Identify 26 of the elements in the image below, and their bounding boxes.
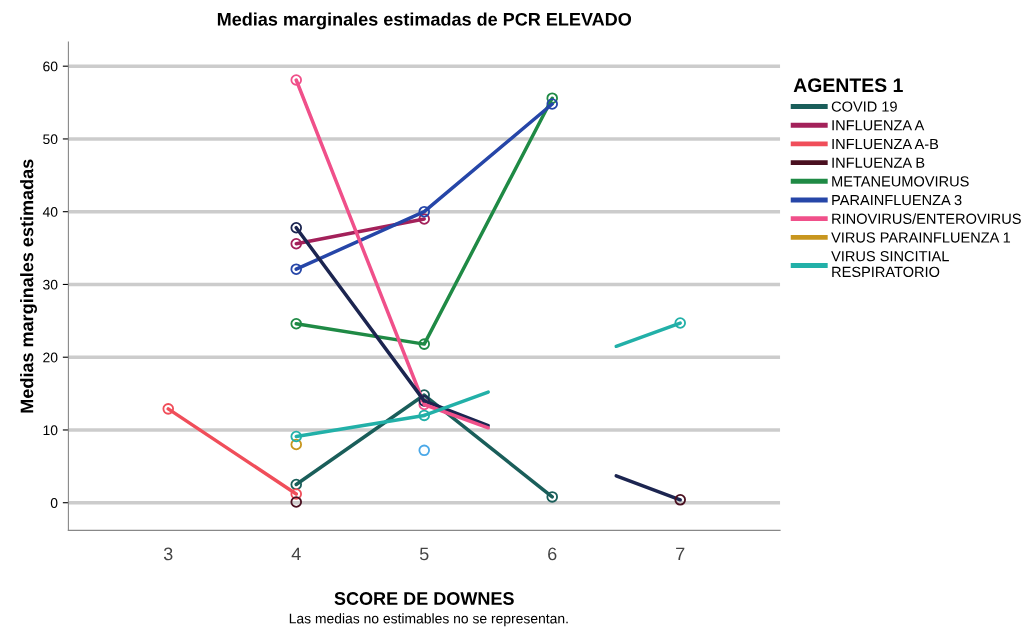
legend-label: METANEUMOVIRUS	[832, 176, 969, 187]
chart-title: Medias marginales estimadas de PCR ELEVADO	[217, 12, 632, 30]
y-tick-label: 20	[43, 352, 58, 363]
y-tick-label: 10	[43, 425, 58, 436]
legend-label: VIRUS SINCITIAL RESPIRATORIO	[831, 251, 949, 278]
legend-label: VIRUS PARAINFLUENZA 1	[831, 232, 1011, 243]
legend-label: RINOVIRUS/ENTEROVIRUS	[832, 213, 1021, 224]
x-axis-title: SCORE DE DOWNES	[334, 592, 514, 605]
legend-label: INFLUENZA A	[832, 120, 925, 131]
x-tick-label: 6	[548, 547, 557, 561]
y-tick-label: 60	[43, 61, 58, 72]
legend-label: INFLUENZA B	[832, 157, 925, 168]
x-tick-label: 3	[163, 547, 173, 561]
y-tick-label: 50	[43, 134, 58, 145]
y-tick-label: 40	[42, 207, 58, 217]
legend-title: AGENTES 1	[793, 78, 903, 93]
y-tick-label: 0	[50, 498, 58, 508]
legend-label: COVID 19	[831, 101, 897, 112]
y-tick-label: 30	[43, 279, 58, 290]
legend-label: INFLUENZA A-B	[832, 138, 939, 150]
x-tick-label: 7	[676, 547, 685, 561]
text: Las medias no estimables no se representan.	[289, 613, 568, 627]
x-tick-label: 4	[291, 547, 301, 561]
x-tick-label: 5	[419, 547, 429, 561]
legend-label: PARAINFLUENZA 3	[832, 194, 962, 206]
y-axis-title: Medias marginales estimadas	[20, 159, 37, 413]
